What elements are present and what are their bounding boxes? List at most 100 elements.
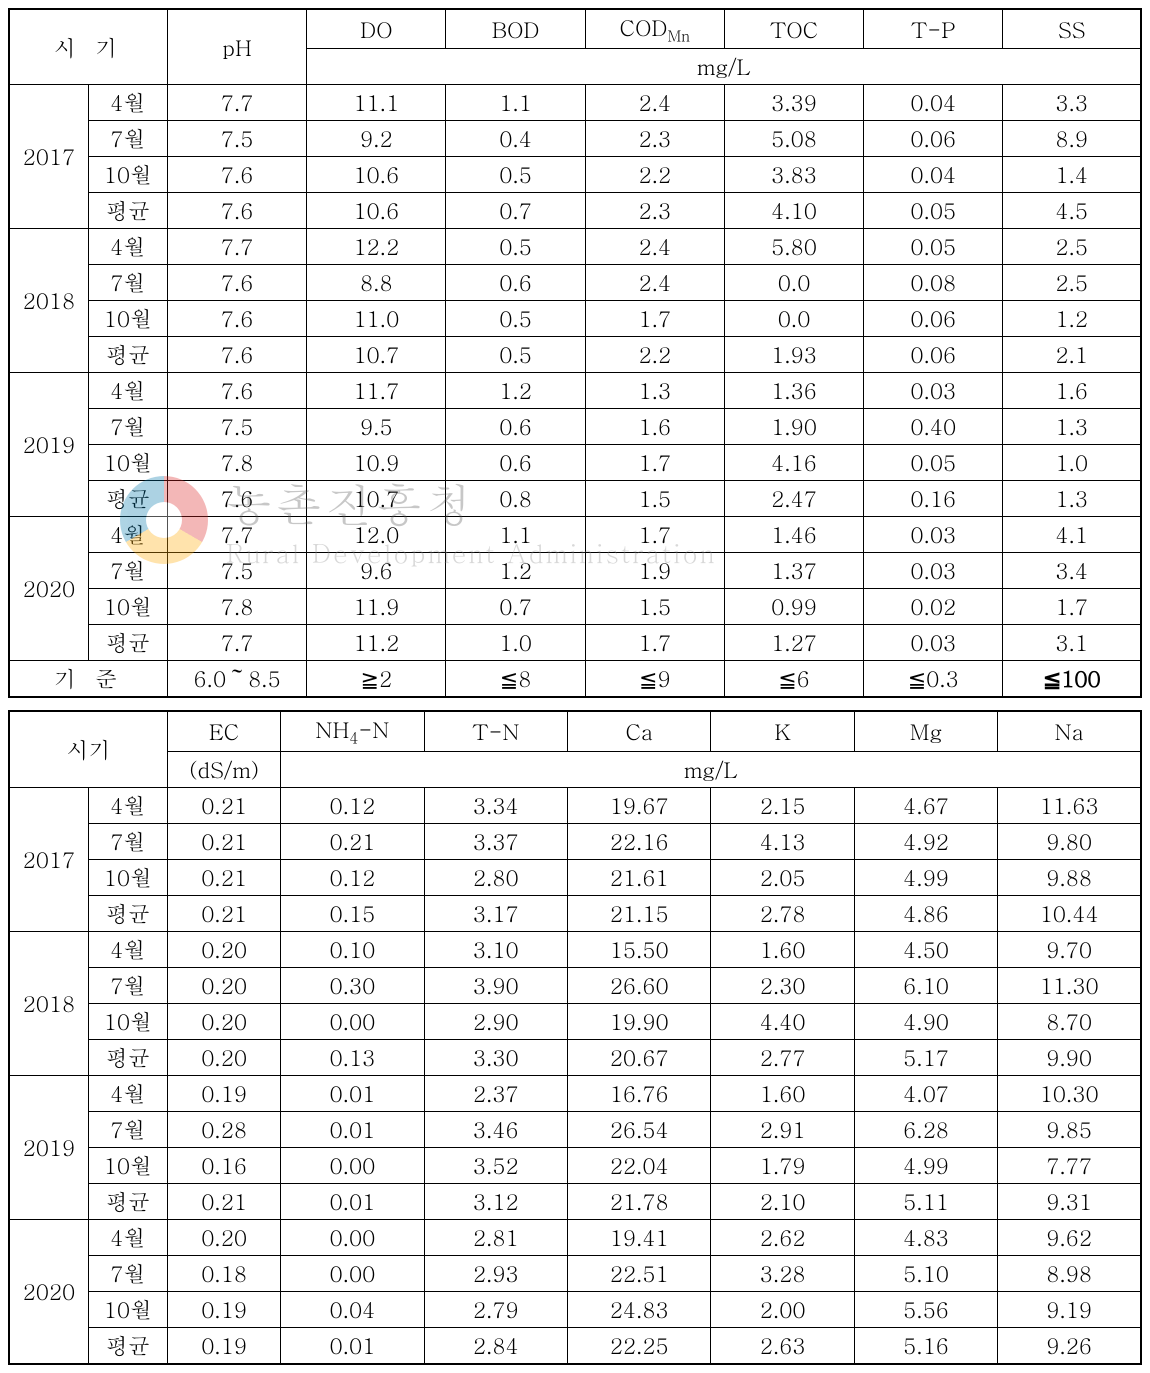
cell: 평균 — [88, 895, 167, 931]
cell: 10.6 — [307, 157, 446, 193]
cell: 22.25 — [568, 1327, 711, 1364]
standard-ph: 6.0～8.5 — [167, 661, 306, 698]
cell: 0.04 — [281, 1291, 424, 1327]
header-col: K — [711, 711, 854, 751]
year-cell: 2020 — [9, 1219, 88, 1364]
cell: 0.16 — [864, 481, 1003, 517]
cell: 3.83 — [724, 157, 863, 193]
cell: 9.85 — [998, 1111, 1141, 1147]
cell: 9.2 — [307, 121, 446, 157]
cell: 11.0 — [307, 301, 446, 337]
cell: 4.83 — [854, 1219, 997, 1255]
cell: 1.5 — [585, 481, 724, 517]
cell: 0.05 — [864, 229, 1003, 265]
cell: 1.6 — [585, 409, 724, 445]
cell: 11.9 — [307, 589, 446, 625]
cell: 0.02 — [864, 589, 1003, 625]
cell: ≦6 — [724, 661, 863, 698]
water-quality-table-1: 시 기pHDOBODCODMnTOCT-PSSmg/L20174월7.711.1… — [8, 8, 1142, 698]
cell: 22.16 — [568, 823, 711, 859]
cell: 3.37 — [424, 823, 567, 859]
cell: 2.80 — [424, 859, 567, 895]
cell: 19.67 — [568, 787, 711, 823]
cell: 5.80 — [724, 229, 863, 265]
cell: 19.90 — [568, 1003, 711, 1039]
cell: 10.9 — [307, 445, 446, 481]
cell: 0.5 — [446, 301, 585, 337]
header-col: Mg — [854, 711, 997, 751]
header-ec-unit: (dS/m) — [167, 751, 280, 787]
cell: 1.36 — [724, 373, 863, 409]
cell: 0.5 — [446, 337, 585, 373]
cell: 4.50 — [854, 931, 997, 967]
cell: 11.7 — [307, 373, 446, 409]
header-ph: pH — [167, 9, 306, 85]
cell: 26.54 — [568, 1111, 711, 1147]
cell: 7.5 — [167, 121, 306, 157]
cell: 0.19 — [167, 1291, 280, 1327]
cell: 7.6 — [167, 373, 306, 409]
cell: 0.4 — [446, 121, 585, 157]
cell: 0.18 — [167, 1255, 280, 1291]
header-col: Na — [998, 711, 1141, 751]
cell: 1.7 — [1003, 589, 1141, 625]
cell: 7월 — [88, 1111, 167, 1147]
cell: 0.0 — [724, 265, 863, 301]
cell: 3.4 — [1003, 553, 1141, 589]
cell: 0.20 — [167, 967, 280, 1003]
cell: 19.41 — [568, 1219, 711, 1255]
cell: 9.62 — [998, 1219, 1141, 1255]
cell: 1.5 — [585, 589, 724, 625]
cell: 2.05 — [711, 859, 854, 895]
header-unit: mg/L — [281, 751, 1141, 787]
cell: 1.3 — [585, 373, 724, 409]
cell: 2.91 — [711, 1111, 854, 1147]
cell: 3.46 — [424, 1111, 567, 1147]
cell: 4.16 — [724, 445, 863, 481]
cell: 4월 — [88, 787, 167, 823]
cell: ≦9 — [585, 661, 724, 698]
cell: 9.90 — [998, 1039, 1141, 1075]
cell: 1.37 — [724, 553, 863, 589]
cell: 0.12 — [281, 787, 424, 823]
cell: 7.7 — [167, 229, 306, 265]
cell: 7월 — [88, 1255, 167, 1291]
cell: 9.31 — [998, 1183, 1141, 1219]
cell: 4월 — [88, 931, 167, 967]
cell: 4.5 — [1003, 193, 1141, 229]
cell: 0.05 — [864, 193, 1003, 229]
year-cell: 2018 — [9, 931, 88, 1075]
cell: 4월 — [88, 373, 167, 409]
cell: 7.5 — [167, 553, 306, 589]
cell: 1.90 — [724, 409, 863, 445]
cell: 2.78 — [711, 895, 854, 931]
cell: 4.67 — [854, 787, 997, 823]
cell: 0.03 — [864, 517, 1003, 553]
cell: 7.77 — [998, 1147, 1141, 1183]
cell: 2.4 — [585, 85, 724, 121]
cell: 24.83 — [568, 1291, 711, 1327]
cell: 1.79 — [711, 1147, 854, 1183]
cell: 4.99 — [854, 859, 997, 895]
cell: 4.40 — [711, 1003, 854, 1039]
cell: 11.2 — [307, 625, 446, 661]
header-col: T-N — [424, 711, 567, 751]
cell: 4월 — [88, 229, 167, 265]
cell: 0.21 — [281, 823, 424, 859]
cell: 5.11 — [854, 1183, 997, 1219]
cell: 0.6 — [446, 265, 585, 301]
cell: 7월 — [88, 823, 167, 859]
cell: 0.20 — [167, 1039, 280, 1075]
cell: 9.19 — [998, 1291, 1141, 1327]
cell: 9.88 — [998, 859, 1141, 895]
cell: 2.1 — [1003, 337, 1141, 373]
cell: 7월 — [88, 409, 167, 445]
cell: 20.67 — [568, 1039, 711, 1075]
cell: 7월 — [88, 265, 167, 301]
cell: 15.50 — [568, 931, 711, 967]
cell: 2.77 — [711, 1039, 854, 1075]
cell: 2.63 — [711, 1327, 854, 1364]
cell: 7.7 — [167, 625, 306, 661]
cell: 평균 — [88, 1183, 167, 1219]
cell: 2.93 — [424, 1255, 567, 1291]
